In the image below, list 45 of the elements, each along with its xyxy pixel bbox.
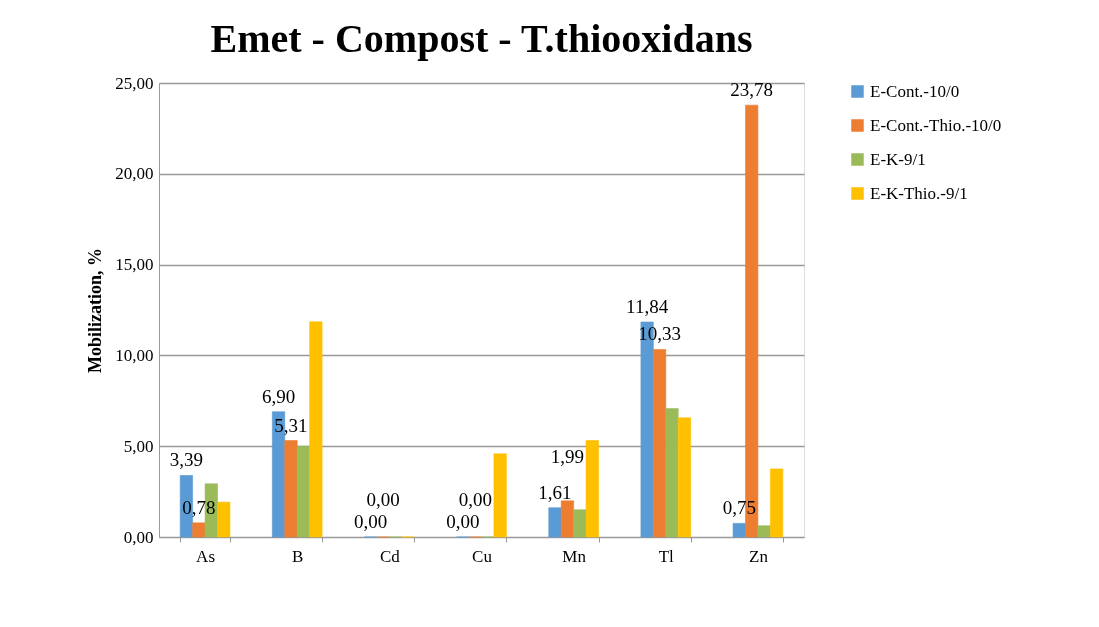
x-tick-label: Cu — [472, 546, 493, 566]
bar — [493, 453, 507, 538]
x-tick-label: Cd — [379, 546, 401, 566]
legend-label: E-Cont.-10/0 — [870, 81, 960, 101]
y-tick-label: 15,00 — [115, 255, 154, 275]
data-label: 0,00 — [366, 489, 400, 510]
x-tick-label: As — [196, 546, 216, 566]
bar — [665, 408, 679, 538]
bar — [284, 440, 298, 538]
bar — [296, 445, 310, 538]
bar — [677, 417, 691, 538]
bar — [192, 522, 206, 538]
bar — [732, 523, 746, 538]
data-label: 11,84 — [626, 295, 669, 317]
legend-label: E-K-9/1 — [870, 149, 926, 169]
data-label: 0,00 — [354, 511, 388, 532]
y-tick-label: 0,00 — [123, 527, 154, 547]
y-tick-label: 25,00 — [115, 73, 154, 93]
bar — [770, 468, 784, 538]
y-tick-label: 5,00 — [123, 436, 154, 456]
bar — [585, 440, 599, 538]
y-axis-title: Mobilization, % — [85, 248, 106, 373]
data-label: 1,99 — [550, 445, 585, 467]
bar — [548, 507, 562, 538]
data-label: 0,00 — [458, 489, 492, 510]
bar — [309, 321, 323, 538]
x-tick-label: B — [292, 546, 304, 566]
x-tick-label: Mn — [562, 546, 587, 566]
legend-label: E-Cont.-Thio.-10/0 — [870, 115, 1002, 135]
bar — [653, 349, 667, 538]
x-tick-label: Zn — [748, 546, 769, 566]
chart-title: Emet - Compost - T.thiooxidans — [210, 16, 753, 61]
y-tick-label: 10,00 — [115, 345, 154, 365]
legend-label: E-K-Thio.-9/1 — [870, 183, 968, 203]
data-label: 1,61 — [538, 481, 572, 503]
data-label: 3,39 — [169, 449, 204, 471]
bar — [560, 500, 574, 538]
bar — [573, 509, 587, 538]
data-label: 0,00 — [446, 511, 480, 532]
bar — [757, 525, 771, 538]
y-tick-label: 20,00 — [115, 164, 154, 184]
bar — [217, 501, 231, 538]
data-label: 23,78 — [730, 79, 774, 101]
x-tick-label: Tl — [658, 546, 675, 566]
data-label: 6,90 — [261, 385, 296, 407]
